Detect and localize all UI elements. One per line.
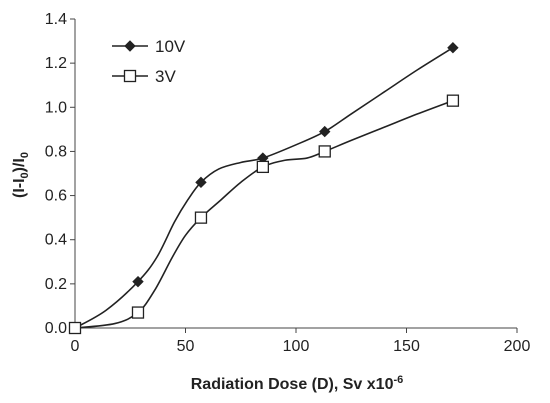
x-tick-label: 0 [71,338,80,355]
data-point [446,94,460,107]
y-tick-label: 0.8 [45,143,67,160]
x-axis-title-superscript: -6 [393,374,403,386]
x-tick-label: 50 [177,338,195,355]
y-axis-title-subscript-1: 0 [19,172,31,178]
x-axis-title-text: Radiation Dose (D), Sv x10 [191,376,394,393]
y-axis-title-part-2: )/I [11,158,28,172]
legend-item-3v: 3V [112,67,176,86]
data-point [318,145,331,158]
data-point [194,211,208,224]
y-tick-label: 0.6 [45,188,67,205]
legend: 10V 3V [112,37,186,86]
data-point [319,125,331,138]
axes: 0.0 0.2 0.4 0.6 0.8 1.0 1.2 1.4 0 50 100 150 200 [45,11,531,355]
series-10v [69,41,459,334]
legend-item-10v: 10V [112,37,186,56]
legend-label: 10V [155,37,186,56]
data-point [68,321,82,335]
x-tick-label: 100 [283,338,310,355]
series-layer [68,41,460,335]
series-3v [68,94,460,335]
data-point [195,176,207,189]
legend-label: 3V [155,67,176,86]
data-point [447,41,459,54]
series-line [74,47,454,329]
x-tick-label: 150 [393,338,420,355]
legend-marker [123,69,137,83]
y-tick-label: 0.2 [45,276,67,293]
series-line [74,99,454,329]
y-tick-label: 1.0 [45,99,67,116]
x-axis-title: Radiation Dose (D), Sv x10-6 [191,374,404,393]
data-point [131,306,145,319]
y-tick-label: 0.0 [45,320,67,337]
y-tick-label: 1.2 [45,55,67,72]
y-axis-title-part-1: (I-I [11,178,28,198]
x-tick-label: 200 [504,338,531,355]
y-axis-title: (I-I0)/I0 [11,152,31,198]
y-tick-label: 0.4 [45,232,67,249]
data-point [256,160,270,174]
legend-marker [124,40,136,52]
y-axis-title-subscript-2: 0 [19,152,31,158]
data-point [132,275,144,288]
y-tick-label: 1.4 [45,11,67,28]
